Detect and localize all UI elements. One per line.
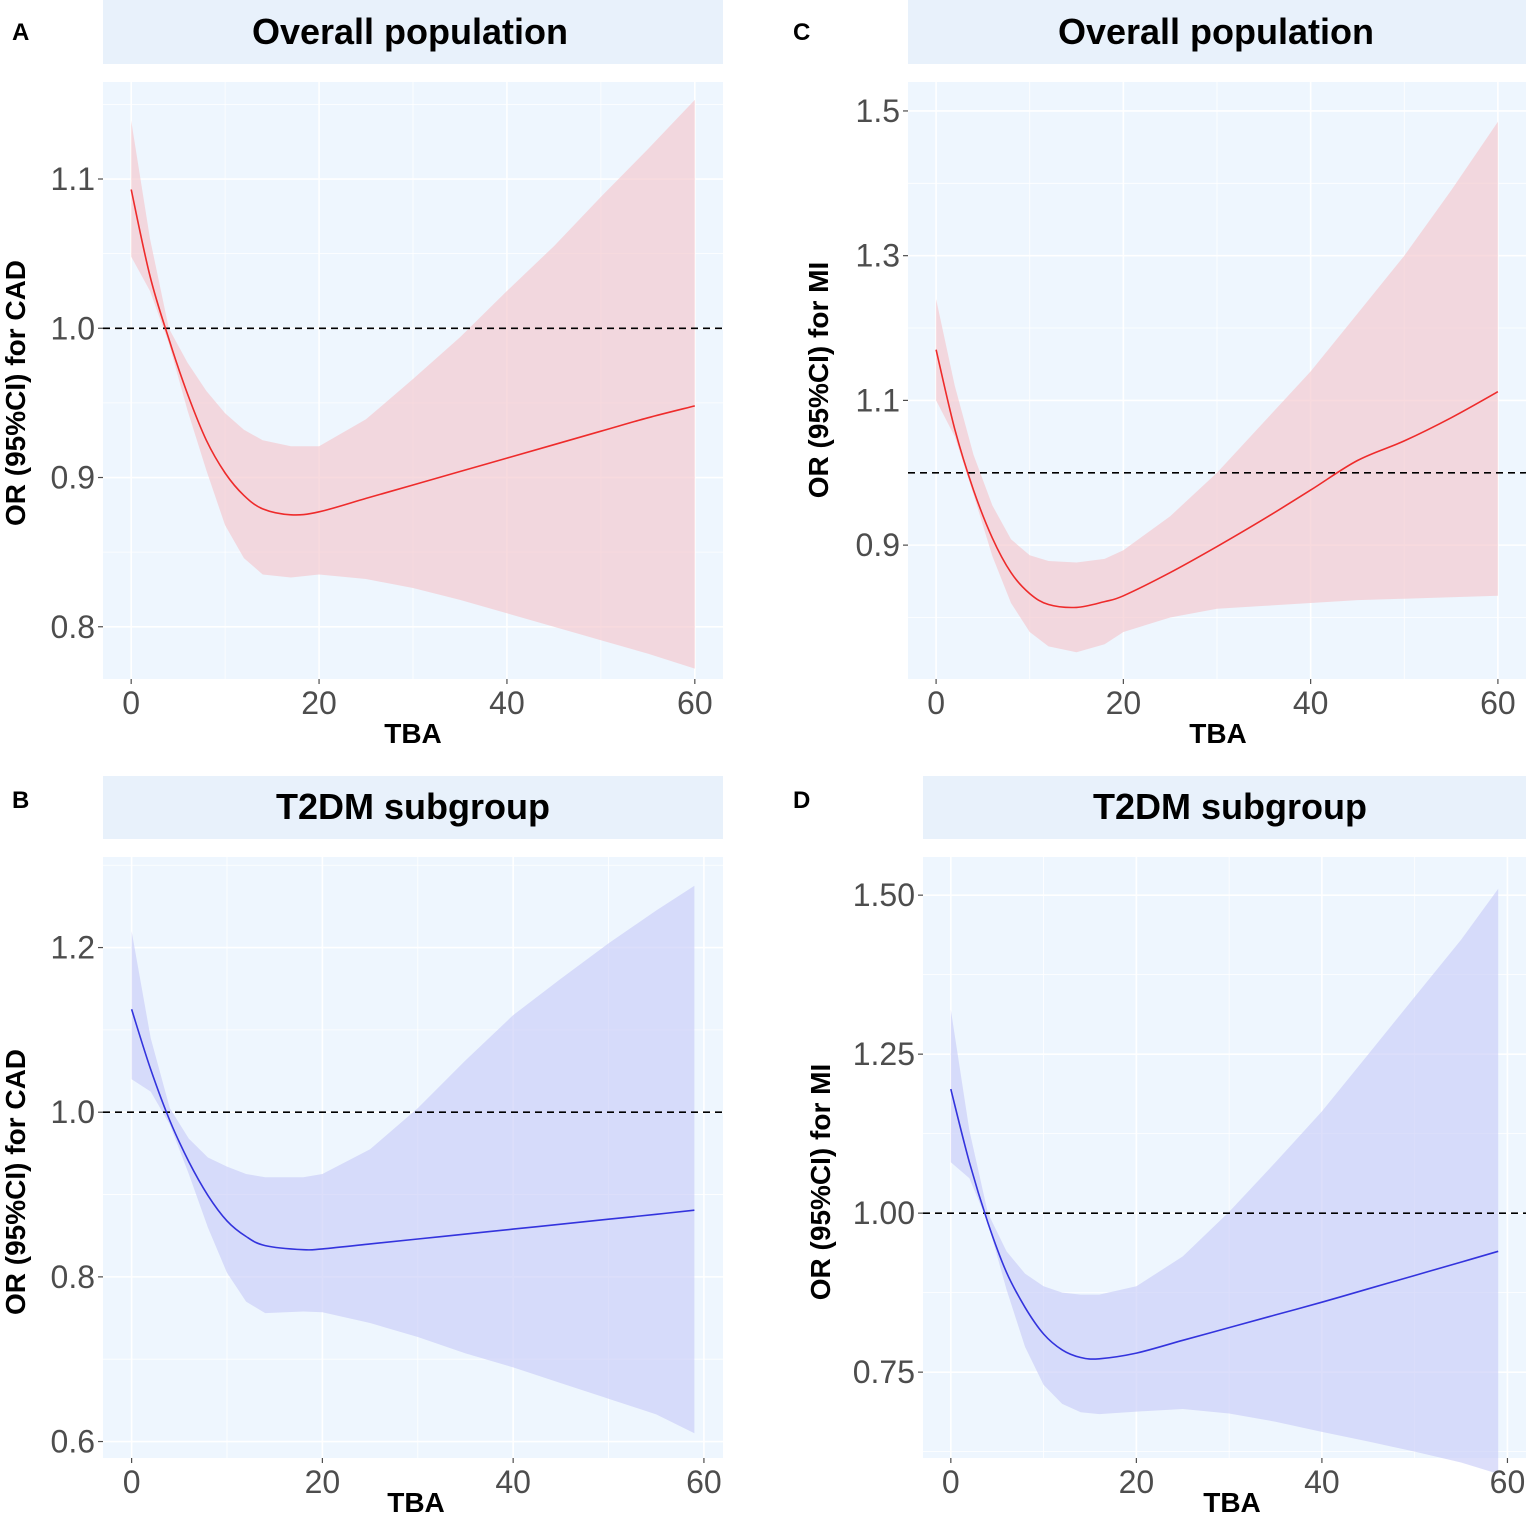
y-tick-label: 1.5 <box>856 93 900 129</box>
x-tick-label: 60 <box>1490 1464 1526 1500</box>
x-tick-label: 20 <box>1106 685 1142 721</box>
x-axis: 0 20 40 60 <box>942 1458 1525 1500</box>
ci-band <box>950 888 1499 1474</box>
y-tick-label: 0.8 <box>51 1259 95 1295</box>
facet-strip <box>908 0 1526 64</box>
y-axis: 0.8 0.9 1.0 1.1 <box>51 161 103 645</box>
or-curve <box>935 349 1499 609</box>
y-tick-label: 0.75 <box>853 1354 915 1390</box>
y-tick-label: 1.0 <box>51 310 95 346</box>
panel-d: D T2DM subgroup 0.75 1.00 1.25 1.50 0 20 40 60… <box>793 776 1526 1516</box>
x-tick-label: 60 <box>686 1464 722 1500</box>
x-tick-label: 40 <box>1293 685 1329 721</box>
facet-strip <box>103 0 723 64</box>
panel-title: Overall population <box>1058 11 1374 52</box>
or-curve <box>950 1088 1499 1360</box>
x-tick-label: 20 <box>1119 1464 1155 1500</box>
y-tick-label: 1.0 <box>51 1094 95 1130</box>
y-tick-label: 1.50 <box>853 877 915 913</box>
y-axis-title: OR (95%CI) for MI <box>803 262 834 498</box>
x-tick-label: 0 <box>942 1464 960 1500</box>
x-tick-label: 0 <box>927 685 945 721</box>
x-axis: 0 20 40 60 <box>927 679 1516 721</box>
x-axis: 0 20 40 60 <box>123 1458 722 1500</box>
x-axis-title: TBA <box>384 718 442 749</box>
x-tick-label: 40 <box>1304 1464 1340 1500</box>
ci-band <box>131 99 695 669</box>
x-tick-label: 20 <box>301 685 337 721</box>
facet-strip <box>923 776 1526 839</box>
panel-title: T2DM subgroup <box>276 786 550 827</box>
y-axis-title: OR (95%CI) for CAD <box>0 1049 31 1315</box>
x-tick-label: 40 <box>495 1464 531 1500</box>
y-tick-label: 0.8 <box>51 609 95 645</box>
panel-letter: C <box>793 19 810 46</box>
ci-band <box>131 885 695 1434</box>
x-axis-title: TBA <box>387 1487 445 1516</box>
y-axis: 0.6 0.8 1.0 1.2 <box>51 930 103 1460</box>
x-axis-title: TBA <box>1189 718 1247 749</box>
facet-strip <box>103 776 723 839</box>
y-tick-label: 1.3 <box>856 238 900 274</box>
y-tick-label: 1.2 <box>51 930 95 966</box>
y-axis: 0.75 1.00 1.25 1.50 <box>853 877 923 1390</box>
y-tick-label: 0.9 <box>856 527 900 563</box>
panel-title: T2DM subgroup <box>1093 786 1367 827</box>
x-axis: 0 20 40 60 <box>122 679 713 721</box>
panel-letter: A <box>12 19 29 46</box>
x-tick-label: 40 <box>489 685 525 721</box>
x-axis-title: TBA <box>1203 1487 1261 1516</box>
y-tick-label: 0.9 <box>51 460 95 496</box>
x-tick-label: 60 <box>1480 685 1516 721</box>
panel-c: C Overall population 0.9 1.1 1.3 1.5 0 20 40 6… <box>793 0 1526 749</box>
or-curve <box>130 189 695 516</box>
or-curve <box>130 1009 695 1251</box>
x-tick-label: 20 <box>305 1464 341 1500</box>
ci-band <box>936 121 1498 653</box>
y-tick-label: 0.6 <box>51 1424 95 1460</box>
y-axis-title: OR (95%CI) for MI <box>805 1064 836 1300</box>
panel-title: Overall population <box>252 11 568 52</box>
panel-b: B T2DM subgroup 0.6 0.8 1.0 1.2 0 20 40 60 TBA… <box>0 776 723 1516</box>
x-tick-label: 0 <box>122 685 140 721</box>
panel-letter: B <box>12 787 29 814</box>
x-tick-label: 0 <box>123 1464 141 1500</box>
y-tick-label: 1.1 <box>51 161 95 197</box>
panel-letter: D <box>793 787 810 814</box>
y-tick-label: 1.00 <box>853 1195 915 1231</box>
y-tick-label: 1.1 <box>856 382 900 418</box>
panel-a: A Overall population 0.8 0.9 1.0 1.1 0 20 40 6… <box>0 0 723 749</box>
y-axis-title: OR (95%CI) for CAD <box>0 260 31 526</box>
x-tick-label: 60 <box>677 685 713 721</box>
y-axis: 0.9 1.1 1.3 1.5 <box>856 93 908 563</box>
y-tick-label: 1.25 <box>853 1036 915 1072</box>
